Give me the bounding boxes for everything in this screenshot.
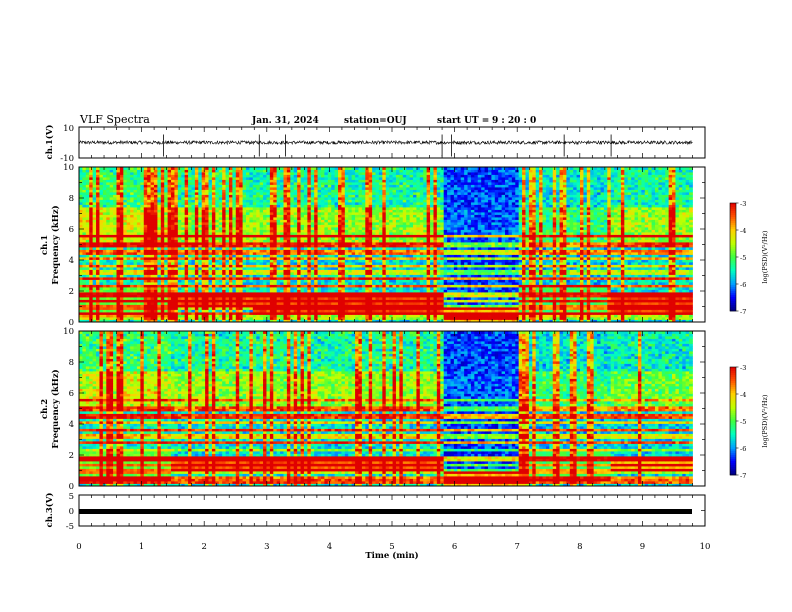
ch2-spectrogram-panel: 0 2 4 6 8 10 ch.2 Frequency (kHz) bbox=[40, 327, 706, 492]
xtick-5: 5 bbox=[389, 542, 394, 552]
ch3-ytick-mid: 0 bbox=[69, 507, 74, 517]
xtick-9: 9 bbox=[640, 542, 645, 552]
start-time-value: 9 : 20 : 0 bbox=[492, 116, 536, 126]
ch1-freq-tick-0: 0 bbox=[69, 318, 74, 328]
ch1-freq-tick-6: 6 bbox=[69, 225, 74, 235]
ch3-ytick-top: 5 bbox=[69, 492, 74, 502]
ch3-ytick-bottom: -5 bbox=[66, 522, 74, 532]
ch2-cbar-tick-m4: -4 bbox=[740, 391, 746, 399]
time-axis: 0 1 2 3 4 5 6 7 8 9 10 Time (min) bbox=[76, 542, 710, 561]
ch2-cbar-tick-m3: -3 bbox=[740, 364, 746, 372]
start-time-caption: start UT = bbox=[437, 116, 489, 126]
ch1-ylabel: ch.1(V) bbox=[44, 125, 55, 160]
ch2-cbar-tick-m5: -5 bbox=[740, 418, 746, 426]
ch1-spec-ylabel-channel: ch.1 bbox=[40, 235, 50, 255]
ch3-ylabel: ch.3(V) bbox=[44, 493, 55, 528]
station-label: station=OUJ bbox=[344, 116, 407, 126]
ch2-freq-tick-10: 10 bbox=[63, 327, 74, 337]
ch2-spec-ylabel-channel: ch.2 bbox=[40, 399, 50, 419]
ch1-ytick-bottom: -10 bbox=[60, 154, 74, 164]
date-label: Jan. 31, 2024 bbox=[251, 116, 319, 126]
ch1-cbar-tick-m4: -4 bbox=[740, 227, 746, 235]
ch1-freq-tick-8: 8 bbox=[69, 194, 74, 204]
ch1-cbar-label: log(PSD)(V²/Hz) bbox=[761, 230, 769, 283]
xtick-8: 8 bbox=[577, 542, 582, 552]
ch3-waveform-trace bbox=[79, 509, 692, 514]
ch2-spectrogram-cells bbox=[79, 331, 693, 487]
ch1-freq-tick-4: 4 bbox=[69, 256, 74, 266]
ch1-cbar-tick-m5: -5 bbox=[740, 254, 746, 262]
ch1-spectrogram-panel: 0 2 4 6 8 10 ch.1 Frequency (kHz) bbox=[40, 163, 706, 328]
xtick-6: 6 bbox=[452, 542, 457, 552]
ch1-waveform-panel: 10 -10 ch.1(V) bbox=[44, 124, 706, 164]
ch1-cbar-tick-m7: -7 bbox=[740, 308, 746, 316]
ch1-freq-tick-2: 2 bbox=[69, 287, 74, 297]
ch1-waveform-trace bbox=[78, 134, 693, 157]
ch1-colorbar: -3 -4 -5 -6 -7 log(PSD)(V²/Hz) bbox=[729, 200, 769, 316]
ch2-cbar-label: log(PSD)(V²/Hz) bbox=[761, 394, 769, 447]
ch2-freq-tick-8: 8 bbox=[69, 358, 74, 368]
ch2-cbar-tick-m7: -7 bbox=[740, 472, 746, 480]
ch1-cbar-tick-m3: -3 bbox=[740, 200, 746, 208]
xtick-2: 2 bbox=[201, 542, 206, 552]
xaxis-label: Time (min) bbox=[365, 550, 418, 561]
ch2-freq-tick-6: 6 bbox=[69, 389, 74, 399]
xtick-7: 7 bbox=[514, 542, 519, 552]
ch1-spec-ylabel-frequency: Frequency (kHz) bbox=[50, 205, 61, 284]
ch1-cbar-tick-m6: -6 bbox=[740, 281, 746, 289]
figure-title: VLF Spectra bbox=[79, 113, 150, 126]
ch2-colorbar: -3 -4 -5 -6 -7 log(PSD)(V²/Hz) bbox=[729, 364, 769, 480]
ch2-freq-tick-0: 0 bbox=[69, 482, 74, 492]
xtick-3: 3 bbox=[264, 542, 269, 552]
xtick-1: 1 bbox=[139, 542, 144, 552]
ch1-spectrogram-cells bbox=[79, 167, 693, 323]
xtick-0: 0 bbox=[76, 542, 81, 552]
ch2-cbar-tick-m6: -6 bbox=[740, 445, 746, 453]
ch2-freq-tick-2: 2 bbox=[69, 451, 74, 461]
ch3-waveform-panel: 5 0 -5 ch.3(V) bbox=[44, 492, 706, 532]
ch1-freq-tick-10: 10 bbox=[63, 163, 74, 173]
xtick-4: 4 bbox=[327, 542, 332, 552]
ch2-freq-tick-4: 4 bbox=[69, 420, 74, 430]
xtick-10: 10 bbox=[700, 542, 711, 552]
ch1-ytick-top: 10 bbox=[63, 124, 74, 134]
ch2-spec-ylabel-frequency: Frequency (kHz) bbox=[50, 369, 61, 448]
